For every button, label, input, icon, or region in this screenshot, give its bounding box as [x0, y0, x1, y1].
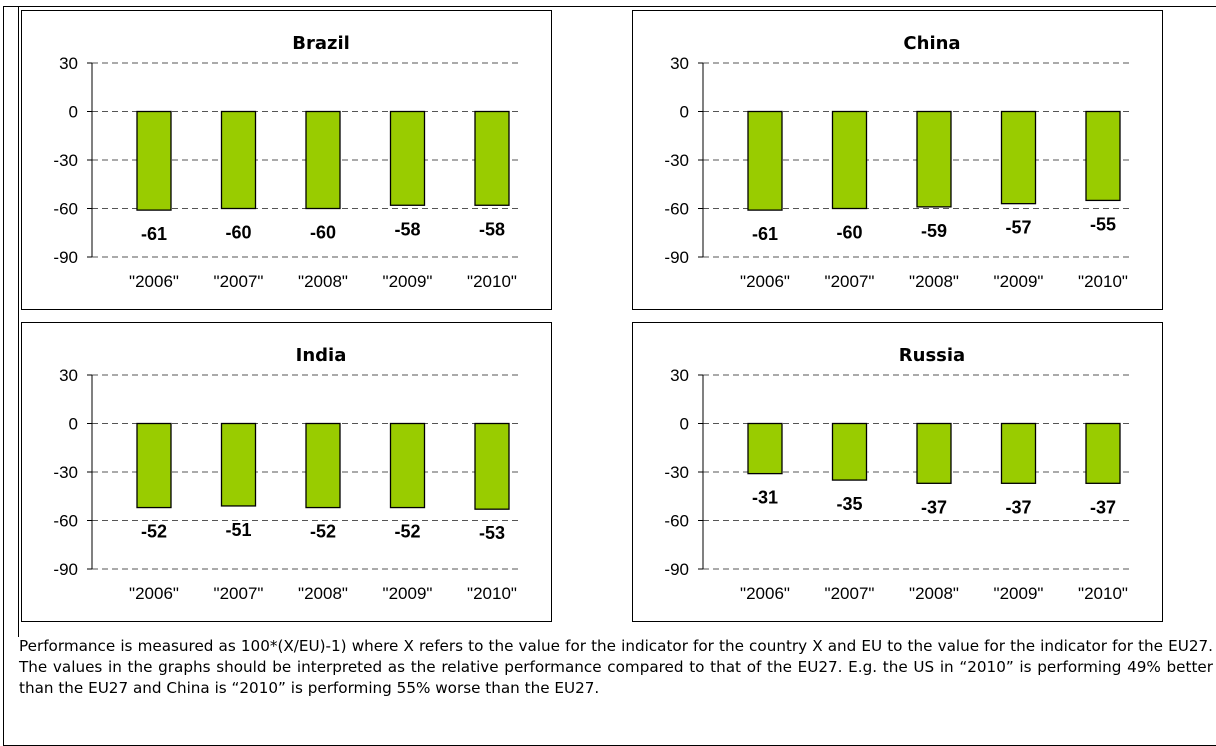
- y-tick-label: -30: [53, 463, 78, 482]
- category-label: "2009": [994, 584, 1044, 603]
- category-label: "2006": [129, 584, 179, 603]
- category-label: "2006": [740, 584, 790, 603]
- y-tick-label: -90: [53, 560, 78, 579]
- data-label: -52: [394, 522, 420, 542]
- y-tick-label: 30: [670, 366, 689, 385]
- footnote-text: Performance is measured as 100*(X/EU)-1)…: [19, 637, 1213, 697]
- y-tick-label: -30: [664, 463, 689, 482]
- y-tick-label: -60: [664, 200, 689, 219]
- category-label: "2007": [825, 584, 875, 603]
- bar: [305, 110, 341, 210]
- data-label: -31: [752, 488, 778, 508]
- frame-divider: [18, 6, 19, 637]
- chart-panel-brazil: Brazil 30 0 -30 -60 -90 -61 "2006" -60 "2007" -60 "…: [21, 10, 552, 310]
- bar: [1085, 110, 1121, 202]
- chart-title: Brazil: [292, 33, 350, 54]
- y-tick-label: -30: [664, 151, 689, 170]
- data-label: -37: [921, 497, 947, 517]
- bar: [389, 110, 426, 206]
- y-tick-label: -90: [664, 560, 689, 579]
- bar-chart-russia: Russia 30 0 -30 -60 -90 -31 "2006" -35 "2007" -37 "…: [664, 345, 1133, 603]
- data-label: -60: [225, 223, 251, 243]
- chart-title: Russia: [899, 345, 965, 366]
- data-label: -61: [141, 224, 167, 244]
- data-label: -37: [1005, 497, 1031, 517]
- data-label: -60: [310, 223, 336, 243]
- y-tick-label: 0: [69, 103, 78, 122]
- category-label: "2008": [298, 272, 348, 291]
- y-tick-label: 30: [59, 366, 78, 385]
- data-label: -52: [141, 522, 167, 542]
- y-tick-label: -30: [53, 151, 78, 170]
- y-tick-label: 0: [680, 103, 689, 122]
- y-tick-label: -60: [664, 512, 689, 531]
- y-tick-label: -90: [664, 248, 689, 267]
- bar: [389, 422, 426, 509]
- category-label: "2009": [383, 584, 433, 603]
- bar: [136, 422, 172, 509]
- bar: [1000, 110, 1037, 205]
- y-tick-label: -60: [53, 200, 78, 219]
- bar-chart-china: China 30 0 -30 -60 -90 -61 "2006" -60 "2007" -59 "2…: [664, 33, 1133, 291]
- bar-chart-india: India 30 0 -30 -60 -90 -52 "2006" -51 "2007" -52 "2…: [53, 345, 522, 603]
- y-tick-label: 30: [59, 54, 78, 73]
- data-label: -60: [836, 223, 862, 243]
- category-label: "2006": [740, 272, 790, 291]
- bar: [747, 422, 783, 475]
- bar: [831, 422, 868, 481]
- data-label: -55: [1090, 214, 1116, 234]
- category-label: "2008": [909, 272, 959, 291]
- data-label: -61: [752, 224, 778, 244]
- data-label: -57: [1005, 218, 1031, 238]
- y-tick-label: 0: [69, 415, 78, 434]
- y-tick-label: 0: [680, 415, 689, 434]
- y-tick-label: -90: [53, 248, 78, 267]
- bar: [220, 110, 257, 210]
- bar: [220, 422, 257, 507]
- category-label: "2006": [129, 272, 179, 291]
- bar: [916, 422, 952, 484]
- category-label: "2007": [825, 272, 875, 291]
- data-label: -53: [479, 523, 505, 543]
- bar: [305, 422, 341, 509]
- bar: [1085, 422, 1121, 484]
- bar: [831, 110, 868, 210]
- chart-panel-russia: Russia 30 0 -30 -60 -90 -31 "2006" -35 "2007" -37 "…: [632, 322, 1163, 622]
- data-label: -35: [836, 494, 862, 514]
- category-label: "2010": [467, 584, 517, 603]
- data-label: -59: [921, 221, 947, 241]
- chart-title: China: [903, 33, 960, 54]
- bar: [474, 422, 510, 510]
- category-label: "2010": [467, 272, 517, 291]
- bar: [136, 110, 172, 211]
- category-label: "2009": [383, 272, 433, 291]
- bar: [916, 110, 952, 208]
- data-label: -52: [310, 522, 336, 542]
- chart-panel-india: India 30 0 -30 -60 -90 -52 "2006" -51 "2007" -52 "2…: [21, 322, 552, 622]
- bar-chart-brazil: Brazil 30 0 -30 -60 -90 -61 "2006" -60 "2007" -60 "…: [53, 33, 522, 291]
- bar: [1000, 422, 1037, 484]
- chart-title: India: [296, 345, 347, 366]
- category-label: "2008": [298, 584, 348, 603]
- category-label: "2007": [214, 584, 264, 603]
- data-label: -58: [479, 219, 505, 239]
- data-label: -58: [394, 219, 420, 239]
- category-label: "2008": [909, 584, 959, 603]
- y-tick-label: 30: [670, 54, 689, 73]
- category-label: "2010": [1078, 584, 1128, 603]
- bar: [747, 110, 783, 211]
- bar: [474, 110, 510, 206]
- category-label: "2010": [1078, 272, 1128, 291]
- chart-panel-china: China 30 0 -30 -60 -90 -61 "2006" -60 "2007" -59 "2…: [632, 10, 1163, 310]
- category-label: "2009": [994, 272, 1044, 291]
- data-label: -37: [1090, 497, 1116, 517]
- category-label: "2007": [214, 272, 264, 291]
- data-label: -51: [225, 520, 251, 540]
- y-tick-label: -60: [53, 512, 78, 531]
